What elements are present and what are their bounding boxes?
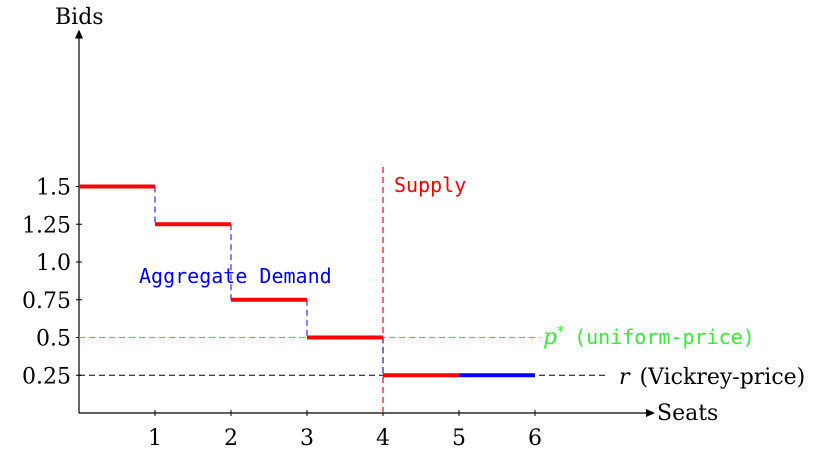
y-axis-label: Bids (55, 5, 104, 30)
uniform-price-label: p* (uniform-price) (543, 324, 755, 350)
y-tick-label: 1.0 (36, 251, 71, 276)
x-tick-label: 3 (300, 426, 314, 451)
demand-steps (79, 184, 535, 378)
uniform-price-text: (uniform-price) (574, 325, 755, 349)
aggregate-demand-label: Aggregate Demand (139, 264, 332, 288)
annotations: Bids Seats Supply Aggregate Demand p* (un… (55, 5, 805, 426)
vickrey-price-symbol: r (619, 365, 631, 390)
y-tick-label: 0.5 (36, 327, 71, 352)
x-tick-label: 5 (452, 426, 466, 451)
demand-risers (154, 186, 384, 376)
vickrey-price-text: (Vickrey-price) (640, 365, 806, 390)
vickrey-price-label: r (Vickrey-price) (619, 365, 805, 390)
y-tick-label: 0.25 (22, 364, 71, 389)
uniform-price-superscript: * (557, 324, 564, 340)
x-tick-label: 2 (224, 426, 238, 451)
x-axis-label: Seats (657, 401, 718, 426)
y-axis-arrowhead (75, 29, 83, 39)
uniform-price-symbol: p* (543, 324, 564, 350)
supply-label: Supply (394, 173, 466, 197)
x-axis-arrowhead (646, 409, 655, 417)
x-tick-label: 4 (376, 426, 390, 451)
y-tick-label: 1.25 (22, 213, 71, 238)
axes: 1 2 3 4 5 6 1.5 1.25 1.0 0.75 0.5 0.25 (22, 29, 655, 451)
y-tick-label: 1.5 (36, 176, 71, 201)
y-tick-label: 0.75 (22, 289, 71, 314)
x-tick-label: 1 (148, 426, 162, 451)
x-tick-label: 6 (528, 426, 542, 451)
